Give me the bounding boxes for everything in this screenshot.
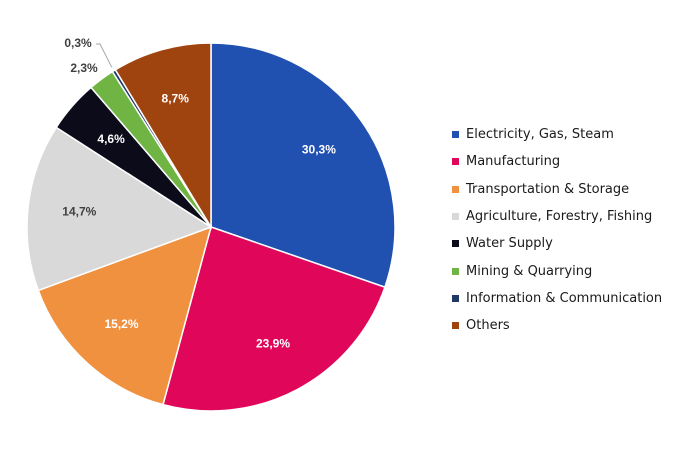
legend-item-agriculture: Agriculture, Forestry, Fishing: [452, 203, 662, 230]
pie-slice: [210, 42, 396, 289]
legend-label: Agriculture, Forestry, Fishing: [466, 209, 653, 225]
legend-swatch: [452, 322, 459, 330]
legend-swatch: [452, 240, 459, 248]
legend-swatch: [452, 267, 459, 275]
legend-item-manufacturing: Manufacturing: [452, 148, 662, 175]
legend-item-electricity: Electricity, Gas, Steam: [452, 121, 662, 148]
legend-swatch: [452, 158, 459, 166]
pie-slices: [26, 42, 396, 412]
slice-value-label: 23,9%: [256, 336, 290, 350]
pie-slice: [26, 126, 213, 292]
slice-value-label: 8,7%: [162, 92, 190, 106]
legend-swatch: [452, 185, 459, 193]
slice-value-label: 15,2%: [104, 317, 138, 331]
legend-label: Electricity, Gas, Steam: [466, 127, 614, 143]
slice-value-label: 14,7%: [62, 205, 96, 219]
legend-item-water-supply: Water Supply: [452, 230, 662, 257]
legend-item-others: Others: [452, 312, 662, 339]
legend-label: Information & Communication: [466, 290, 663, 306]
legend-label: Manufacturing: [466, 154, 561, 170]
legend-label: Water Supply: [466, 236, 553, 252]
pie-slice: [114, 42, 212, 230]
slice-value-label: 4,6%: [97, 132, 125, 146]
slice-value-label: 2,3%: [70, 61, 98, 75]
legend-swatch: [452, 294, 459, 302]
legend-swatch: [452, 213, 459, 221]
slice-value-label: 30,3%: [302, 142, 336, 156]
legend-label: Others: [466, 318, 510, 334]
legend-swatch: [452, 131, 459, 139]
legend-item-mining: Mining & Quarrying: [452, 257, 662, 284]
legend: Electricity, Gas, Steam Manufacturing Tr…: [452, 121, 662, 339]
pie-slice: [162, 226, 386, 412]
legend-label: Transportation & Storage: [466, 181, 630, 197]
pie-labels: 30,3% 23,9% 15,2% 14,7% 4,6% 2,3% 0,3% 8,7%: [62, 36, 336, 350]
legend-item-information: Information & Communication: [452, 285, 662, 312]
legend-item-transportation: Transportation & Storage: [452, 176, 662, 203]
slice-value-label: 0,3%: [64, 36, 92, 50]
legend-label: Mining & Quarrying: [466, 263, 593, 279]
leader-line: [96, 43, 113, 68]
pie-slice: [37, 225, 213, 406]
